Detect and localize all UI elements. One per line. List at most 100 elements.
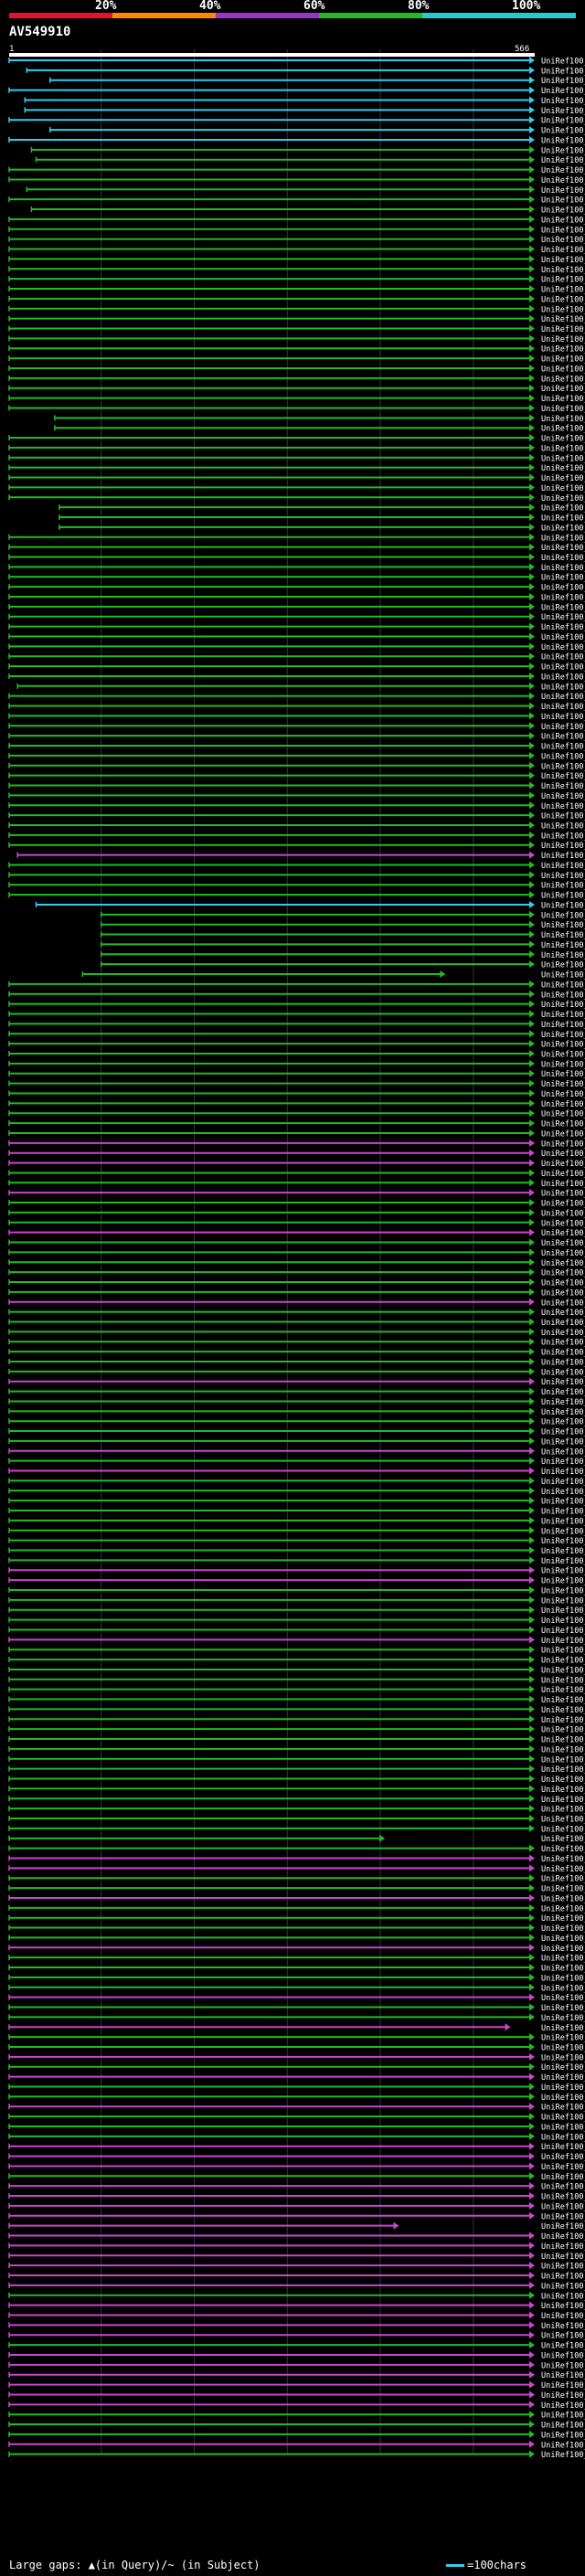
hit-end-arrow [529,950,535,959]
hit-end-arrow [529,2093,535,2101]
hit-label: UniRef100_B9TEC1 [541,1745,585,1754]
scale-segment-80 [319,13,422,18]
hit-end-arrow [529,1675,535,1683]
hit-end-arrow [529,553,535,561]
hit-label: UniRef100_C7IHP8 [541,1617,585,1626]
hit-label: UniRef100_Q9SSB7 [541,772,585,781]
hit-label: UniRef100_B1ZN48 [541,1815,585,1824]
hit-label: UniRef100_UP1000... [541,266,585,275]
hit-label: UniRef100_B5GUL0 [541,107,585,116]
hit-label: UniRef100_B6EY69 [541,2153,585,2162]
hit-label: UniRef100_B9RJG8 [541,117,585,126]
hit-end-arrow [529,504,535,512]
hit-end-arrow [529,175,535,184]
hit-end-arrow [529,215,535,223]
hit-end-arrow [529,1924,535,1932]
hit-end-arrow [529,1079,535,1087]
hit-label: UniRef100_UP1000... [541,2193,585,2202]
hit-end-arrow [529,1139,535,1147]
hit-label: UniRef100_Q01H61 [541,852,585,861]
hit-label: UniRef100_C6JDM5 [541,2431,585,2440]
hit-label: UniRef100_Q9PEV9 [541,1418,585,1427]
hit-end-arrow [529,473,535,482]
hit-label: UniRef100_A9YHU8 [541,882,585,891]
hit-end-arrow [529,1626,535,1634]
hit-end-arrow [529,891,535,899]
hit-end-arrow [529,2113,535,2121]
hit-label: UniRef100_A7LZZ2 [541,1855,585,1864]
hit-label: UniRef100_Q7G7M4 [541,633,585,642]
hit-label: UniRef100_UP1000... [541,1269,585,1278]
hit-end-arrow [529,324,535,333]
hit-label: UniRef100_B9HIR4 [541,395,585,404]
hit-label: UniRef100_A2Q3Y9 [541,454,585,463]
hit-end-arrow [529,2411,535,2419]
hit-label: UniRef100_C3EME5 [541,1299,585,1308]
identity-scale-bar: 20% 40% 60% 80% 100% [0,0,585,24]
hit-end-arrow [529,1497,535,1505]
hit-label: UniRef100_Q4X898 [541,2371,585,2380]
hit-end-arrow [529,2401,535,2409]
hit-end-arrow [529,1874,535,1882]
hit-label: UniRef100_UP1000... [541,2292,585,2301]
hit-end-arrow [529,443,535,451]
hit-end-arrow [529,742,535,750]
hit-label: UniRef100_C6Z6R2 [541,1498,585,1507]
hit-end-arrow [529,2192,535,2200]
hit-label: UniRef100_C7Q8F3 [541,1259,585,1268]
hit-label: UniRef100_A9Y273 [541,892,585,901]
hit-label: UniRef100_C5YZP5 [541,156,585,165]
hit-label: UniRef100_C5Z3M0 [541,1060,585,1069]
hit-end-arrow [529,732,535,740]
hit-label: UniRef100_Q8XZ12 [541,2163,585,2172]
scale-segment-40 [112,13,216,18]
hit-end-arrow [529,583,535,591]
hit-end-arrow [529,2390,535,2399]
hit-label: UniRef100_C1F1A8 [541,1239,585,1248]
hit-end-arrow [529,2003,535,2011]
hit-end-arrow [529,533,535,541]
hit-end-arrow [529,1705,535,1713]
hit-end-arrow [529,900,535,908]
hit-label: UniRef100_Q0UQV1 [541,1894,585,1903]
hit-label: UniRef100_B4R275 [541,1657,585,1666]
hit-end-arrow [529,761,535,769]
hit-end-arrow [529,2272,535,2280]
hit-label: UniRef100_A5JTQ2 [541,872,585,881]
hit-end-arrow [529,116,535,124]
hit-end-arrow [529,2201,535,2210]
hit-label: UniRef100_Q6AY43 [541,2104,585,2113]
hit-label: UniRef100_B8EKT4 [541,1229,585,1238]
hit-label: UniRef100_Q2HC14 [541,146,585,155]
hit-end-arrow [529,1436,535,1445]
hit-label: UniRef100_A5FD30 [541,2044,585,2053]
hit-label: UniRef100_A7R5Q1 [541,703,585,712]
hit-end-arrow [529,1288,535,1296]
hit-end-arrow [529,493,535,502]
hit-end-arrow [529,1348,535,1356]
hit-end-arrow [529,2013,535,2021]
hit-label: UniRef100_A9EJH0 [541,1935,585,1944]
hit-end-arrow [529,1159,535,1167]
hit-end-arrow [529,2440,535,2448]
hit-label: UniRef100_B9HMQ2 [541,355,585,365]
hit-end-arrow [529,345,535,353]
hit-end-arrow [529,2152,535,2160]
hit-label: UniRef100_C6JD24 [541,1806,585,1815]
hit-label: UniRef100_A7XJC2 [541,375,585,384]
hit-label: UniRef100_Q5LH81 [541,2114,585,2123]
hit-label: UniRef100_C2FWS7 [541,1447,585,1457]
hit-end-arrow [529,126,535,134]
hit-label: UniRef100_C7GE5U [541,1904,585,1913]
hit-end-arrow [529,1298,535,1306]
hit-label: UniRef100_A5AME5 [541,564,585,573]
hit-end-arrow [529,434,535,442]
hit-end-arrow [529,483,535,492]
hit-label: UniRef100_A9YWR3 [541,643,585,652]
hit-label: UniRef100_UP1000... [541,1696,585,1705]
hit-label: UniRef100_B9RJH3 [541,77,585,86]
hit-end-arrow [529,255,535,263]
hit-end-arrow [529,1685,535,1693]
hit-label: UniRef100_Q7XB55 [541,792,585,801]
hit-end-arrow [529,1328,535,1336]
